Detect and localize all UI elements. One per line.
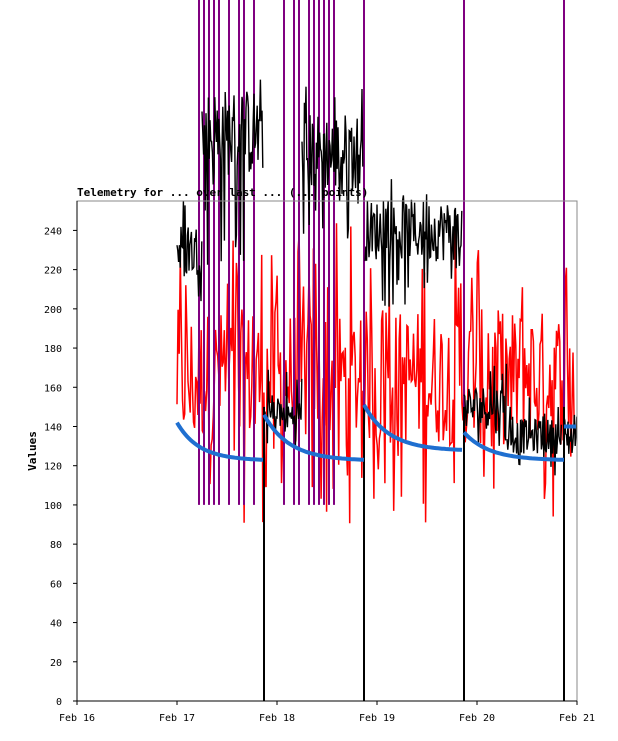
series-blue-line [175, 421, 264, 462]
series-black-line [301, 86, 364, 239]
y-tick-label: 40 [50, 619, 62, 630]
y-tick-label: 100 [44, 501, 62, 512]
x-tick-label: Feb 21 [559, 713, 595, 724]
series-blue-line [262, 413, 365, 462]
y-tick-label: 120 [44, 462, 62, 473]
x-tick-label: Feb 17 [159, 713, 195, 724]
y-tick-label: 240 [44, 226, 62, 237]
y-tick-label: 60 [50, 579, 62, 590]
series-black-line [506, 397, 563, 476]
y-axis-ticks: 0 20 40 60 80 100 120 140 160 180 200 220 240 [44, 226, 77, 708]
y-tick-label: 0 [56, 697, 62, 708]
y-tick-label: 220 [44, 266, 62, 277]
x-tick-label: Feb 16 [59, 713, 95, 724]
series-black-line [463, 363, 508, 446]
x-tick-label: Feb 19 [359, 713, 395, 724]
series-black-line [364, 179, 463, 307]
x-axis-ticks: Feb 16 Feb 17 Feb 18 Feb 19 Feb 20 Feb 21 [59, 701, 595, 724]
y-tick-label: 20 [50, 658, 62, 669]
series-layer [175, 0, 578, 701]
series-blue-line [362, 403, 463, 452]
y-tick-label: 160 [44, 383, 62, 394]
y-axis-label: Values [26, 431, 39, 471]
y-tick-label: 180 [44, 344, 62, 355]
y-tick-label: 200 [44, 305, 62, 316]
series-red-line [176, 223, 575, 524]
x-tick-label: Feb 18 [259, 713, 295, 724]
series-blue-line [462, 431, 564, 462]
series-black-line [176, 200, 203, 302]
y-tick-label: 80 [50, 540, 62, 551]
x-tick-label: Feb 20 [459, 713, 495, 724]
series-black-line [201, 79, 264, 265]
series-black-line [264, 369, 303, 446]
y-tick-label: 140 [44, 422, 62, 433]
chart-title: Telemetry for ... over last ... (... poi… [77, 186, 368, 199]
